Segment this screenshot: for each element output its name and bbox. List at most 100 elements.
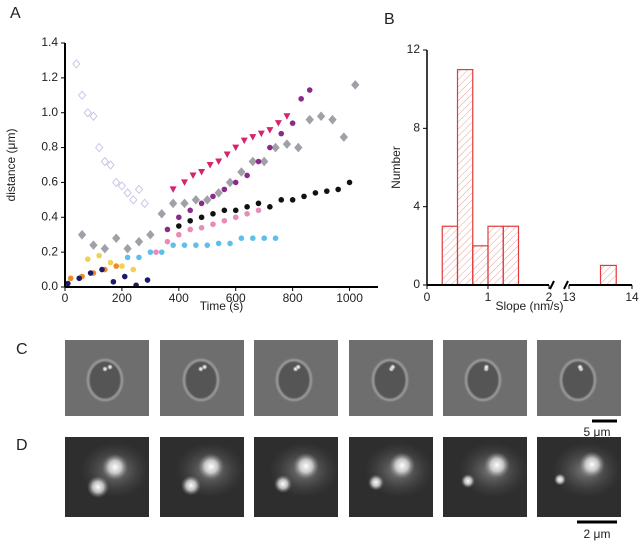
point (112, 177, 121, 188)
point (134, 236, 144, 247)
point (283, 113, 291, 120)
point (107, 259, 114, 266)
point (187, 226, 193, 233)
y-tick-label: 1.2 (41, 70, 58, 84)
point (77, 90, 87, 101)
point (204, 242, 211, 248)
y-axis-label: Number (389, 146, 403, 189)
y-tick-label: 0.8 (41, 140, 58, 154)
x-tick-label: 0 (62, 291, 69, 305)
point (180, 198, 189, 209)
point (94, 142, 104, 153)
x-tick-label: 200 (112, 291, 132, 305)
point (210, 211, 216, 217)
y-tick-label: 8 (413, 121, 420, 135)
x-tick-label: 14 (625, 290, 639, 304)
x-tick-label: 13 (562, 290, 576, 304)
cell (559, 358, 597, 402)
panel-label: B (384, 11, 395, 28)
point (83, 107, 92, 118)
point (198, 214, 205, 221)
point (301, 193, 307, 200)
spot (389, 452, 415, 479)
image-frame-c (443, 340, 527, 416)
point (223, 151, 231, 159)
image-frame-d (160, 437, 245, 517)
point (261, 235, 267, 241)
y-tick-label: 0 (413, 277, 420, 291)
point (72, 59, 81, 69)
point (266, 127, 274, 134)
point (206, 162, 214, 169)
point (238, 235, 245, 241)
point (89, 111, 98, 121)
axis-break (549, 280, 569, 290)
point (176, 223, 182, 229)
point (124, 254, 131, 261)
point (215, 158, 223, 166)
spot (295, 364, 302, 370)
point (274, 120, 282, 127)
point (123, 243, 132, 254)
point (316, 111, 326, 121)
point (176, 214, 182, 221)
point (257, 130, 265, 138)
x-tick-label: 2 (546, 290, 553, 304)
x-tick-label: 1000 (336, 291, 363, 305)
cell (464, 358, 502, 402)
point (144, 277, 151, 283)
point (255, 207, 262, 214)
point (232, 179, 239, 186)
point (221, 207, 228, 214)
point (282, 139, 292, 149)
point (176, 231, 182, 238)
spot (181, 475, 201, 496)
point (225, 177, 235, 188)
point (335, 186, 341, 193)
cell (371, 358, 409, 402)
point (147, 249, 154, 255)
panel-label: C (16, 341, 28, 358)
point (210, 221, 216, 228)
point (267, 204, 273, 210)
point (112, 233, 121, 243)
scale-bar-label: 2 μm (584, 527, 611, 541)
cell (86, 358, 124, 402)
point (181, 179, 189, 186)
x-axis-label: Slope (nm/s) (495, 299, 563, 313)
spot (87, 476, 109, 498)
point (87, 270, 94, 276)
point (346, 179, 353, 186)
point (129, 195, 138, 205)
image-frame-c (65, 340, 149, 416)
spot (102, 454, 128, 480)
point (244, 211, 250, 217)
x-tick-label: 0 (424, 290, 431, 304)
image-frame-d (65, 437, 150, 517)
point (134, 184, 144, 195)
spot (389, 364, 396, 370)
point (289, 120, 296, 126)
spot (102, 366, 108, 372)
point (272, 235, 279, 241)
image-frame-c (349, 340, 433, 416)
point (169, 186, 177, 193)
y-tick-label: 0.4 (41, 209, 58, 223)
point (130, 266, 137, 273)
point (100, 243, 110, 254)
point (306, 87, 313, 93)
bar (502, 225, 520, 286)
image-frame-d (349, 437, 434, 517)
scale-bar-label: 5 μm (584, 425, 611, 439)
point (113, 263, 120, 269)
y-tick-label: 1.0 (41, 105, 58, 119)
point (328, 114, 337, 125)
point (100, 156, 110, 167)
point (76, 275, 83, 282)
image-frame-c (160, 340, 244, 416)
point (198, 168, 206, 176)
spot (483, 364, 490, 370)
point (221, 217, 228, 224)
point (77, 229, 87, 240)
